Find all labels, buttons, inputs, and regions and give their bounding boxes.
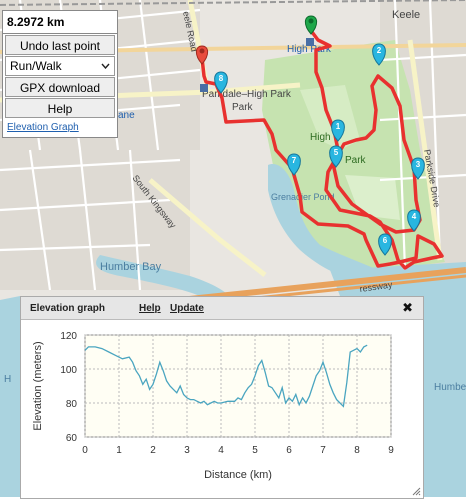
waypoint-marker-2-label: 2 [377, 46, 382, 55]
waypoint-marker-3[interactable]: 3 [411, 157, 425, 180]
map-label-humber-bay: Humber Bay [100, 261, 162, 273]
map-label-keele-top: Keele [392, 9, 420, 21]
map-label-high-park-station: High Park [287, 44, 332, 55]
x-tick-label: 3 [184, 445, 190, 456]
waypoint-marker-4[interactable]: 4 [407, 209, 421, 232]
waypoint-marker-7[interactable]: 7 [287, 153, 301, 176]
help-button[interactable]: Help [5, 98, 115, 118]
resize-handle-icon[interactable] [411, 486, 421, 496]
subway-station-icon-2 [200, 84, 208, 92]
x-tick-label: 9 [388, 445, 394, 456]
x-tick-label: 0 [82, 445, 88, 456]
map-label-park: Park [345, 155, 367, 166]
chart-ticks: 0 1 2 3 4 5 6 7 8 9 60 80 100 120 [60, 331, 394, 456]
major-roads [0, 0, 466, 308]
start-marker[interactable] [304, 15, 318, 35]
railway [0, 0, 466, 6]
route-path [200, 30, 444, 270]
subway-station-icon [306, 38, 314, 46]
lake-ontario [330, 262, 466, 497]
map-label-grenadier-pond: Grenadier Pond [271, 192, 335, 202]
gpx-download-button[interactable]: GPX download [5, 77, 115, 97]
y-tick-label: 100 [60, 365, 77, 376]
elevation-help-link[interactable]: Help [139, 303, 161, 314]
map-label-humber-bay-side: Humbe Bay [434, 382, 466, 393]
elevation-graph-window: Elevation graph Help Update ✖ 0 1 2 3 4 5 6 7 8 9… [20, 296, 424, 499]
elevation-window-header[interactable]: Elevation graph Help Update ✖ [21, 297, 423, 320]
humber-river [96, 255, 230, 296]
waypoint-marker-6-label: 6 [383, 236, 388, 245]
waypoint-marker-5-label: 5 [334, 148, 339, 157]
x-tick-label: 7 [320, 445, 326, 456]
waypoint-marker-1-label: 1 [336, 122, 341, 131]
waypoint-marker-8-label: 8 [219, 74, 224, 83]
elevation-chart: 0 1 2 3 4 5 6 7 8 9 60 80 100 120 Distance (km) Eleva… [32, 331, 394, 481]
map-label-parkdale-high-park: Parkdale–High Park [202, 89, 292, 100]
undo-last-point-button[interactable]: Undo last point [5, 35, 115, 55]
chart-y-axis-label: Elevation (meters) [32, 341, 44, 430]
chart-plot-background [84, 334, 392, 438]
y-tick-label: 60 [66, 433, 78, 444]
map-label-expressway: ressway [359, 279, 394, 294]
y-tick-label: 120 [60, 331, 77, 342]
x-tick-label: 6 [286, 445, 292, 456]
waypoint-marker-6[interactable]: 6 [378, 233, 392, 256]
close-icon[interactable]: ✖ [402, 300, 413, 315]
x-tick-label: 4 [218, 445, 224, 456]
waypoint-marker-8[interactable]: 8 [214, 71, 228, 94]
map-label-park-suffix: Park [232, 102, 254, 113]
x-tick-label: 8 [354, 445, 360, 456]
map-label-grenadier-pond-text: Grenadier Pond [271, 192, 335, 202]
humber-bay [0, 296, 20, 497]
chart-x-axis-label: Distance (km) [204, 469, 272, 481]
waypoint-marker-7-label: 7 [292, 156, 297, 165]
elevation-update-link[interactable]: Update [170, 303, 204, 314]
elevation-window-title: Elevation graph [30, 303, 106, 314]
waypoint-marker-2[interactable]: 2 [372, 43, 386, 66]
elevation-series-line [84, 344, 368, 408]
elevation-graph-link[interactable]: Elevation Graph [7, 122, 79, 133]
chevron-down-icon [101, 63, 110, 69]
chart-grid [84, 334, 392, 438]
end-marker[interactable] [195, 45, 209, 65]
x-tick-label: 2 [150, 445, 156, 456]
waypoint-marker-3-label: 3 [416, 160, 421, 169]
x-tick-label: 5 [252, 445, 258, 456]
map-label-h: H [4, 374, 11, 385]
waypoint-marker-4-label: 4 [412, 212, 417, 221]
activity-mode-value: Run/Walk [10, 59, 62, 73]
map-label-lane: ane [118, 110, 135, 121]
x-tick-label: 1 [116, 445, 122, 456]
waypoint-marker-1[interactable]: 1 [331, 119, 345, 142]
waypoint-marker-5[interactable]: 5 [329, 145, 343, 168]
distance-readout: 8.2972 km [3, 11, 117, 34]
y-tick-label: 80 [66, 399, 78, 410]
map-label-high: High [310, 132, 331, 143]
route-control-panel: 8.2972 km Undo last point Run/Walk GPX d… [2, 10, 118, 138]
activity-mode-select[interactable]: Run/Walk [5, 56, 115, 76]
